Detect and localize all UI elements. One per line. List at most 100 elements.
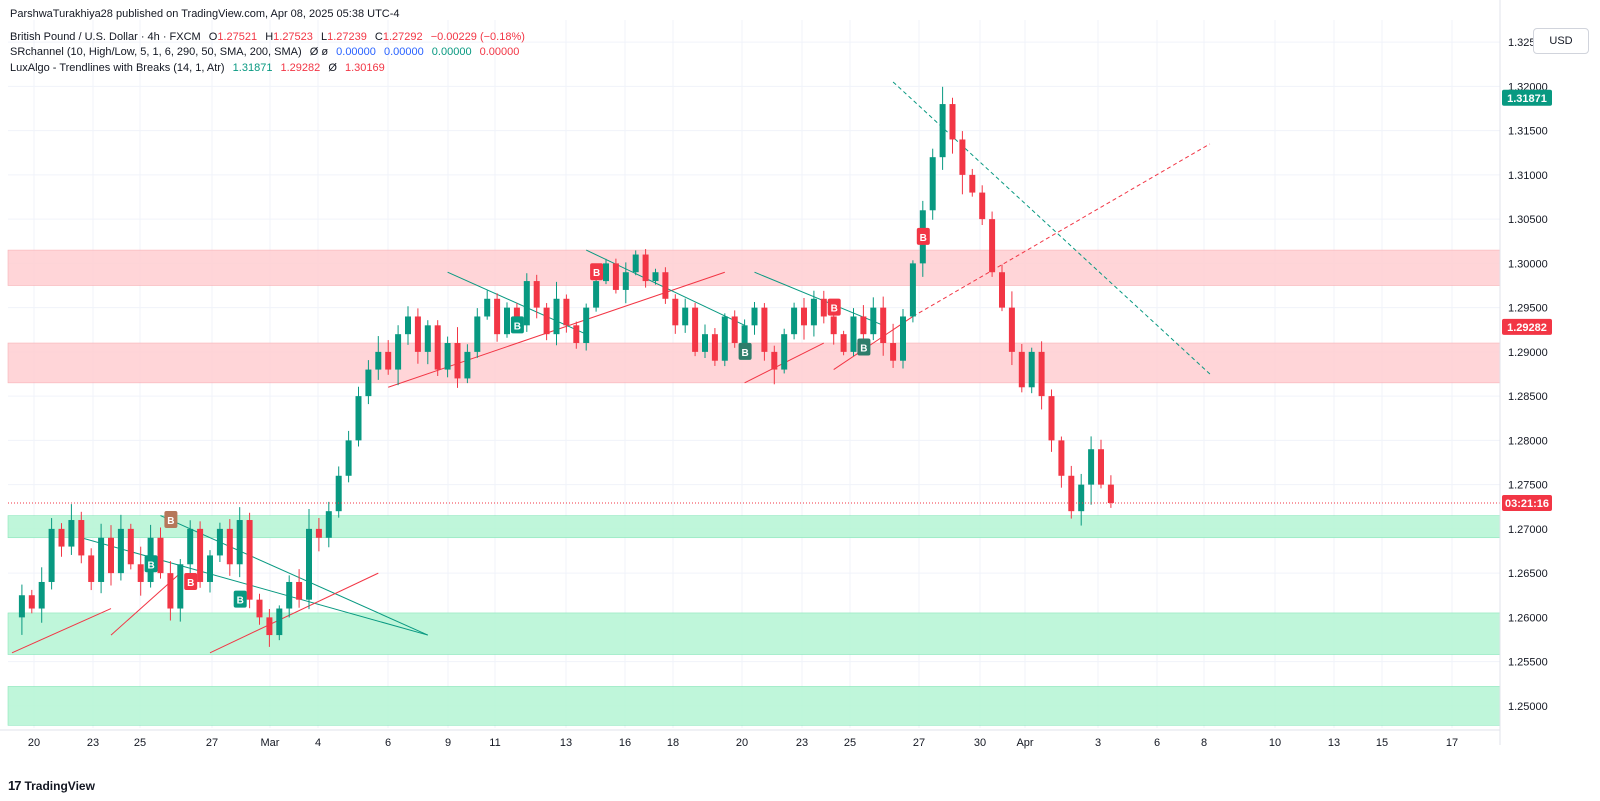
x-tick-label: 11 [489,737,500,749]
candle-body [791,307,798,335]
candle-body [127,528,134,565]
candle-body [603,263,609,282]
candle-body [1068,475,1075,512]
x-tick-label: 6 [1154,737,1160,749]
candle-body [573,325,580,344]
indicator-srchannel[interactable]: SRchannel (10, High/Low, 5, 1, 6, 290, 5… [10,45,519,59]
candle-body [395,334,402,370]
candle-body [999,272,1005,308]
x-tick-label: 30 [974,737,986,749]
trendline [11,608,112,654]
indicator-srchannel-v3: 0.00000 [431,46,472,58]
candle-body [840,334,847,352]
candle-body [870,307,877,335]
x-tick-label: 23 [87,737,99,749]
candle-body [880,307,887,344]
y-tick-label: 1.25000 [1508,701,1548,713]
indicator-luxalgo[interactable]: LuxAlgo - Trendlines with Breaks (14, 1,… [10,61,385,75]
candle-body [38,581,45,609]
candle-body [1028,351,1035,388]
currency-button[interactable]: USD [1533,28,1589,54]
trendline [81,537,428,636]
x-tick-label: 15 [1376,737,1388,749]
candle-body [108,537,114,574]
break-tag-label: B [741,348,748,359]
candle-body [58,528,65,547]
candle-body [256,599,263,618]
candle-body [385,351,392,370]
y-tick-label: 1.31500 [1508,126,1548,138]
break-tag [184,572,198,590]
candle-body [543,307,550,335]
indicator-luxalgo-v3: 1.30169 [344,62,385,74]
y-tick-label: 1.28500 [1508,391,1548,403]
x-tick-label: 13 [1328,737,1340,749]
ohlc-open-label: O [208,31,218,43]
tradingview-logo[interactable]: 17 TradingView [8,778,95,793]
candle-body [989,219,996,273]
trendline [209,572,379,654]
candle-body [504,307,510,335]
candle-body [523,281,530,326]
candle-body [454,343,461,379]
candle-body [1088,449,1095,485]
published-line: ParshwaTurakhiya28 published on TradingV… [10,8,400,20]
candle-body [98,537,105,582]
candle-body [969,174,976,193]
indicator-luxalgo-name: LuxAlgo - Trendlines with Breaks (14, 1,… [10,62,225,74]
x-tick-label: 17 [1446,737,1458,749]
x-tick-label: 25 [844,737,856,749]
candle-body [1008,307,1015,352]
candle-body [909,263,916,317]
y-tick-label: 1.28000 [1508,435,1548,447]
candle-body [721,316,728,361]
candle-body [296,581,303,600]
candle-body [810,298,817,326]
x-tick-label: 27 [206,737,218,749]
candle-body [117,528,124,574]
tradingview-brand: TradingView [24,778,95,793]
candle-body [929,157,936,211]
y-tick-label: 1.29000 [1508,347,1548,359]
candle-body [157,537,164,574]
candle-body [1058,440,1065,476]
x-tick-label: 8 [1201,737,1207,749]
indicator-srchannel-v1: 0.00000 [336,46,376,58]
break-tag-label: B [147,560,154,571]
candle-body [365,369,372,397]
candle-body [375,351,382,370]
candle-body [751,307,758,326]
candle-body [484,298,491,317]
candle-body [424,325,431,352]
candle-body [900,316,906,361]
price-axis-badge [1502,495,1552,512]
x-tick-label: 20 [28,737,40,749]
break-tag [164,511,178,529]
candle-body [494,298,501,335]
candle-body [692,307,699,352]
candle-body [741,325,748,344]
indicator-luxalgo-mark: Ø [328,62,337,74]
x-tick-label: 6 [385,737,391,749]
candle-body [860,316,867,335]
candle-body [652,272,659,282]
break-tag-label: B [920,233,927,244]
candle-body [959,139,966,175]
y-tick-label: 1.31000 [1508,170,1548,182]
trendline [160,515,429,636]
candle-body [137,564,144,582]
candle-body [474,316,481,352]
symbol-legend[interactable]: British Pound / U.S. Dollar · 4h · FXCM … [10,30,525,44]
ohlc-low: 1.27239 [327,31,367,43]
ohlc-low-label: L [320,31,328,43]
x-tick-label: 10 [1269,737,1281,749]
indicator-srchannel-mark: Ø ø [309,46,329,58]
break-tag [857,338,871,356]
x-tick-label: 20 [736,737,748,749]
x-tick-label: 9 [445,737,451,749]
break-tag-label: B [831,304,838,315]
break-tag [510,316,524,334]
candle-body [236,520,243,565]
break-tag-label: B [237,596,244,607]
